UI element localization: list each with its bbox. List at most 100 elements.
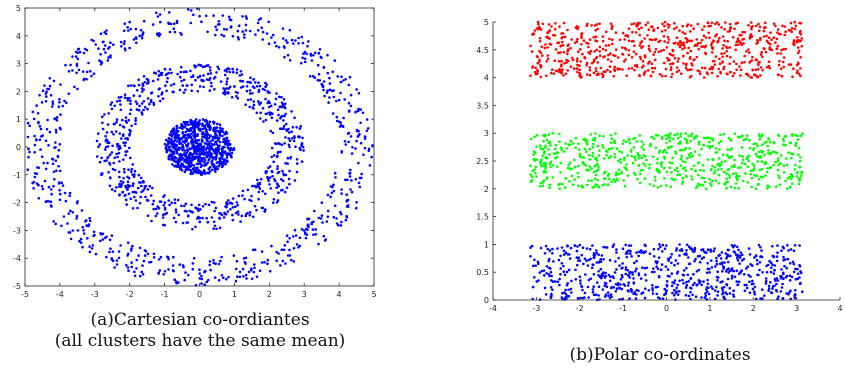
cartesian-point (49, 188, 53, 191)
cartesian-point (190, 83, 194, 87)
polar-point (623, 158, 626, 161)
polar-point (660, 74, 664, 78)
cartesian-point (250, 194, 253, 198)
cartesian-point (85, 70, 89, 74)
polar-y-tick-label: 3 (484, 129, 489, 138)
cartesian-point (286, 240, 289, 243)
polar-point (598, 22, 601, 26)
polar-point (577, 256, 581, 260)
cartesian-point (266, 262, 269, 266)
cartesian-point (283, 142, 286, 145)
cartesian-point (311, 228, 315, 231)
polar-point (668, 161, 672, 164)
polar-point (745, 72, 748, 76)
cartesian-point (49, 94, 53, 97)
cartesian-point (177, 146, 181, 149)
polar-point (751, 162, 754, 166)
polar-point (577, 184, 580, 188)
cartesian-point (203, 172, 207, 175)
cartesian-point (221, 149, 224, 153)
polar-point (779, 154, 783, 157)
cartesian-y-tick-label: 2 (16, 87, 21, 96)
cartesian-point (283, 55, 286, 59)
polar-point (603, 276, 607, 279)
polar-point (703, 66, 707, 70)
cartesian-point (181, 221, 185, 225)
polar-point (678, 29, 681, 32)
cartesian-point (171, 90, 175, 94)
polar-point (611, 275, 614, 278)
polar-point (598, 134, 601, 138)
polar-point (748, 37, 752, 40)
polar-point (541, 22, 545, 26)
cartesian-point (222, 137, 226, 141)
polar-point (642, 143, 645, 146)
cartesian-point (200, 164, 204, 167)
cartesian-point (167, 199, 170, 202)
cartesian-point (158, 99, 162, 103)
cartesian-point (259, 117, 262, 120)
cartesian-point (131, 244, 134, 248)
polar-point (599, 267, 603, 271)
polar-point (670, 272, 674, 275)
polar-point (716, 290, 720, 294)
polar-point (767, 60, 771, 63)
cartesian-point (166, 76, 169, 80)
cartesian-point (288, 28, 292, 32)
polar-point (723, 27, 726, 31)
polar-point (740, 61, 744, 64)
polar-point (719, 257, 723, 260)
cartesian-point (236, 210, 240, 213)
polar-point (789, 248, 793, 251)
polar-point (585, 139, 589, 142)
polar-point (701, 164, 705, 167)
polar-point (566, 49, 569, 53)
polar-point (769, 261, 773, 265)
polar-point (548, 162, 552, 166)
polar-point (692, 27, 695, 31)
polar-point (569, 46, 572, 50)
cartesian-point (214, 262, 217, 266)
polar-point (624, 272, 627, 276)
polar-point (787, 249, 790, 252)
cartesian-point (214, 33, 217, 37)
polar-point (545, 177, 548, 181)
polar-point (544, 146, 547, 149)
polar-point (782, 139, 786, 143)
cartesian-point (244, 29, 248, 32)
cartesian-point (131, 163, 134, 166)
polar-point (742, 42, 745, 45)
polar-point (796, 46, 800, 49)
cartesian-point (71, 55, 74, 58)
polar-point (538, 185, 542, 188)
cartesian-point (196, 76, 200, 79)
polar-point (678, 254, 681, 257)
polar-point (704, 52, 708, 56)
polar-point (739, 271, 742, 274)
cartesian-point (59, 127, 62, 131)
polar-point (718, 164, 722, 168)
polar-point (732, 269, 735, 273)
polar-point (570, 174, 574, 178)
cartesian-point (186, 221, 189, 224)
cartesian-point (257, 18, 261, 22)
cartesian-point (112, 133, 115, 136)
cartesian-point (255, 85, 259, 88)
cartesian-point (108, 161, 111, 165)
polar-point (675, 70, 679, 74)
cartesian-point (180, 79, 183, 83)
polar-point (782, 277, 785, 281)
cartesian-point (190, 132, 193, 136)
cartesian-point (138, 201, 142, 205)
cartesian-point (181, 140, 185, 143)
polar-point (550, 279, 553, 282)
cartesian-point (354, 178, 358, 181)
polar-point (552, 72, 556, 75)
polar-point (682, 62, 685, 65)
cartesian-point (152, 207, 155, 211)
cartesian-point (181, 163, 184, 167)
polar-point (583, 296, 586, 299)
cartesian-point (206, 220, 210, 224)
polar-point (653, 66, 657, 70)
polar-point (610, 180, 613, 183)
